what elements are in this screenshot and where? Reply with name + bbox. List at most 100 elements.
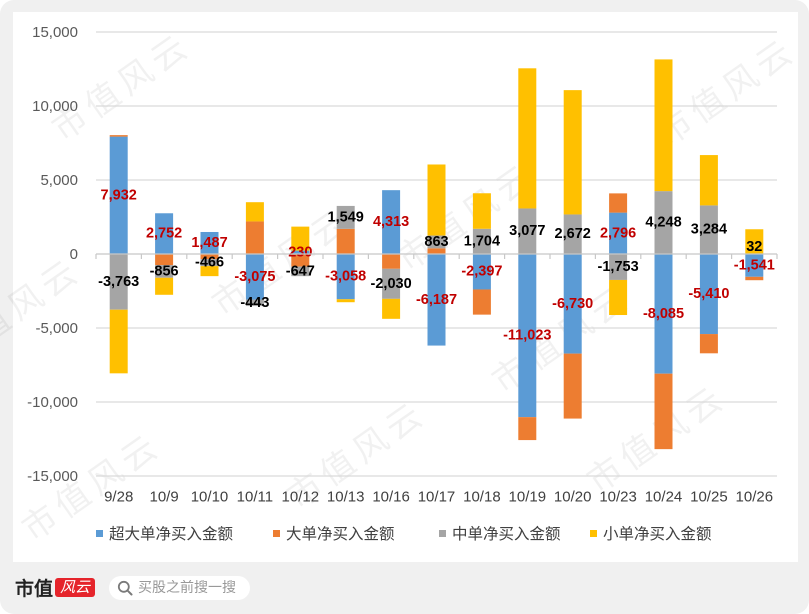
data-label: -856 bbox=[150, 263, 179, 279]
bar-segment bbox=[155, 265, 174, 278]
legend-item-small[interactable]: 小单净买入金额 bbox=[590, 523, 712, 543]
legend-swatch-icon bbox=[439, 529, 446, 537]
x-tick-label: 10/13 bbox=[327, 489, 365, 506]
data-label: 7,932 bbox=[101, 187, 137, 203]
bar-segment bbox=[336, 205, 355, 229]
gridlines: 15,000 10,000 5,000 0 -5,000 -10,000 -15,000 bbox=[27, 24, 777, 485]
bar-segment bbox=[427, 254, 446, 346]
bar-segment bbox=[200, 259, 219, 267]
y-tick-label: 10,000 bbox=[32, 98, 78, 115]
bar-segment bbox=[427, 248, 446, 254]
brand-logo[interactable]: 市值 风云 bbox=[15, 575, 96, 600]
bar-segment bbox=[245, 221, 264, 254]
data-label: 3,077 bbox=[509, 223, 545, 239]
bar-segment bbox=[609, 279, 628, 316]
bar-segment bbox=[109, 136, 128, 254]
bar-segment bbox=[563, 353, 582, 419]
bar-segment bbox=[336, 299, 355, 303]
bar-segment bbox=[654, 373, 673, 450]
stacked-bar-chart: 15,000 10,000 5,000 0 -5,000 -10,000 -15,000 7… bbox=[27, 24, 778, 506]
y-tick-label: -15,000 bbox=[27, 468, 78, 485]
bar-segment bbox=[699, 254, 718, 335]
x-tick-label: 10/10 bbox=[191, 489, 229, 506]
x-tick-label: 10/23 bbox=[599, 489, 637, 506]
data-label: -2,397 bbox=[461, 264, 502, 280]
bar-segment bbox=[382, 298, 401, 319]
bar-segment bbox=[109, 309, 128, 374]
data-label: 32 bbox=[746, 239, 762, 255]
x-tick-label: 10/26 bbox=[736, 489, 774, 506]
legend-label: 中单净买入金额 bbox=[452, 525, 561, 543]
data-label: 4,248 bbox=[645, 215, 681, 231]
bar-segment bbox=[336, 228, 355, 254]
data-label: -466 bbox=[195, 255, 224, 271]
legend-item-super-large[interactable]: 超大单净买入金额 bbox=[96, 523, 233, 543]
bar-segment bbox=[291, 250, 310, 254]
bar-segment bbox=[155, 213, 174, 254]
bar-segment bbox=[699, 334, 718, 354]
data-label: 863 bbox=[424, 234, 448, 250]
data-label: -8,085 bbox=[643, 306, 684, 322]
data-label: 3,284 bbox=[691, 222, 727, 238]
x-tick-label: 10/16 bbox=[372, 489, 410, 506]
x-tick-label: 10/9 bbox=[149, 489, 178, 506]
bar-segment bbox=[518, 208, 537, 254]
bar-segment bbox=[609, 212, 628, 254]
y-tick-label: 0 bbox=[70, 246, 78, 263]
bar-segment bbox=[109, 135, 128, 137]
axes: 9/28 10/9 10/10 10/11 10/12 10/13 10/16 10/17 10… bbox=[95, 253, 778, 506]
bar-segment bbox=[472, 254, 491, 290]
bar-segment bbox=[654, 254, 673, 374]
x-tick-label: 10/20 bbox=[554, 489, 592, 506]
bar-segment bbox=[472, 193, 491, 229]
legend-item-medium[interactable]: 中单净买入金额 bbox=[439, 523, 561, 543]
data-label: 2,752 bbox=[146, 226, 182, 242]
search-box[interactable] bbox=[109, 576, 250, 600]
legend-label: 小单净买入金额 bbox=[603, 525, 712, 543]
data-label: -3,075 bbox=[234, 269, 275, 285]
data-label: -5,410 bbox=[688, 286, 729, 302]
data-label: 1,487 bbox=[191, 235, 227, 251]
bars bbox=[109, 59, 764, 450]
legend-label: 大单净买入金额 bbox=[286, 525, 395, 543]
y-tick-label: -5,000 bbox=[35, 320, 78, 337]
bar-segment bbox=[427, 235, 446, 249]
bar-segment bbox=[291, 226, 310, 251]
bar-segment bbox=[200, 254, 219, 260]
search-input[interactable] bbox=[138, 580, 246, 596]
data-label: -1,541 bbox=[734, 257, 775, 273]
data-label: -6,730 bbox=[552, 296, 593, 312]
bar-segment bbox=[382, 268, 401, 299]
bar-segment bbox=[699, 205, 718, 254]
bar-segment bbox=[699, 155, 718, 206]
bar-segment bbox=[155, 277, 174, 295]
data-label: -1,753 bbox=[598, 259, 639, 275]
logo-badge: 风云 bbox=[55, 577, 96, 597]
x-tick-label: 10/18 bbox=[463, 489, 501, 506]
bar-segment bbox=[563, 254, 582, 354]
legend-swatch-icon bbox=[273, 529, 280, 537]
data-label: 2,796 bbox=[600, 225, 636, 241]
data-label: 2,672 bbox=[555, 226, 591, 242]
bar-segment bbox=[245, 202, 264, 222]
bar-segment bbox=[563, 214, 582, 254]
bar-segment bbox=[609, 254, 628, 280]
data-label: 230 bbox=[288, 244, 312, 260]
y-tick-label: 5,000 bbox=[40, 172, 78, 189]
data-labels: 7,932 -3,763 2,752 -856 1,487 -466 -3,075 -443 2… bbox=[98, 187, 775, 343]
bar-segment bbox=[245, 299, 264, 307]
bar-segment bbox=[382, 190, 401, 254]
data-label: -11,023 bbox=[503, 328, 551, 344]
data-label: 1,549 bbox=[328, 209, 364, 225]
x-tick-label: 10/12 bbox=[282, 489, 320, 506]
search-icon bbox=[117, 580, 133, 596]
legend-item-large[interactable]: 大单净买入金额 bbox=[273, 523, 395, 543]
bar-segment bbox=[472, 289, 491, 315]
data-label: -3,763 bbox=[98, 274, 139, 290]
bar-segment bbox=[200, 231, 219, 254]
bar-segment bbox=[745, 276, 764, 281]
legend-label: 超大单净买入金额 bbox=[109, 525, 234, 543]
bar-segment bbox=[109, 254, 128, 310]
x-tick-label: 10/17 bbox=[418, 489, 456, 506]
